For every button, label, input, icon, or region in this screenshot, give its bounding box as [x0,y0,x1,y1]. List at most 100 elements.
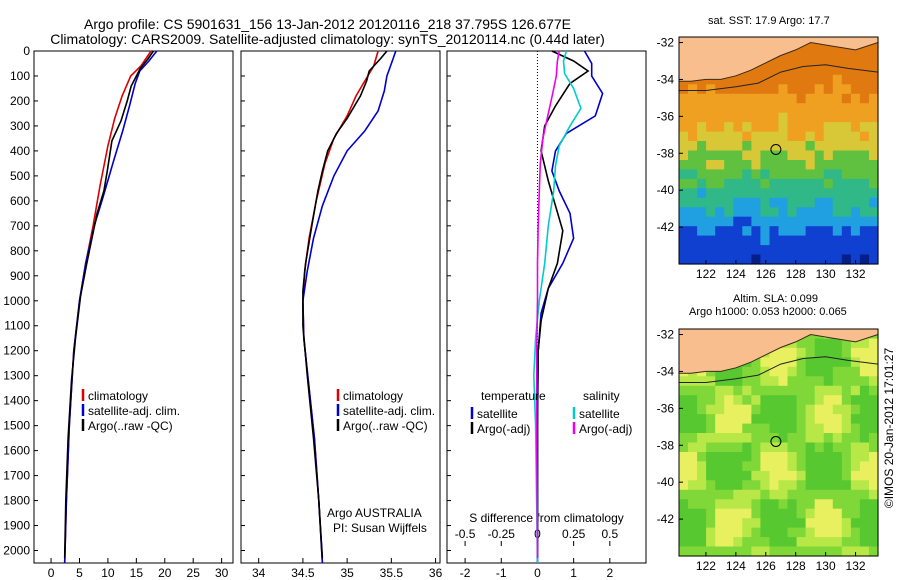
sst-map: -32 -34 -36 -38 -40 -42 122 124 126 128 130 132 [657,36,879,281]
map-cell [859,245,870,256]
map-cell [733,169,743,180]
map-cell [859,470,870,481]
map-cell [859,452,870,463]
map-cell [832,141,843,152]
map-cell [859,254,870,265]
map-cell [796,103,807,114]
map-cell [715,480,725,491]
map-cell [832,338,843,349]
map-cell [751,461,761,472]
map-cell [787,216,798,227]
map-cell [679,141,689,152]
map-cell [742,103,752,114]
map-cell [706,178,716,189]
map-cell [832,245,843,256]
map-cell [742,122,752,133]
map-cell [679,508,689,519]
map-cell [796,357,807,368]
lat-tick-label: -38 [657,146,675,160]
map-cell [841,188,852,199]
map-cell [850,357,861,368]
x-tick-label: 10 [101,566,115,580]
map-cell [778,150,789,161]
map-cell [769,433,780,444]
map-cell [742,461,752,472]
map-cell [733,197,743,208]
map-cell [841,470,852,481]
map-cell [706,141,716,152]
map-cell [751,546,761,557]
map-cell [724,518,734,529]
map-cell [832,235,843,246]
map-cell [760,141,770,152]
temperature-panel: 051015202530temperature (deg C)010020030… [3,44,234,580]
map-cell [778,442,789,453]
map-cell [859,84,870,95]
map-cell [697,442,707,453]
map-cell [697,245,707,256]
map-cell [778,245,789,256]
map-cell [724,404,734,415]
map-cell [850,112,861,123]
map-cell [814,112,825,123]
map-cell [814,131,825,142]
map-cell [859,414,870,425]
map-cell [832,160,843,171]
map-cell [869,376,879,387]
map-cell [688,178,698,189]
map-cell [841,74,852,85]
map-cell [715,197,725,208]
map-cell [832,74,843,85]
legend-label: climatology [88,389,148,403]
map-cell [841,207,852,218]
map-cell [823,433,834,444]
map-cell [832,169,843,180]
map-cell [679,150,689,161]
map-cell [787,404,798,415]
map-cell [679,226,689,237]
series-line-argo---raw--qc- [63,50,155,559]
map-cell [787,65,798,76]
map-cell [869,442,879,453]
map-cell [760,433,770,444]
map-cell [733,499,743,510]
map-cell [841,423,852,434]
map-cell [769,112,780,123]
map-cell [733,461,743,472]
map-cell [706,150,716,161]
map-cell [850,93,861,104]
series-line-argo--adj- [536,50,590,558]
map-cell [742,160,752,171]
map-cell [742,385,752,396]
x-tick-label: 2 [606,566,613,580]
map-cell [724,226,734,237]
map-cell [832,518,843,529]
map-cell [760,207,770,218]
map-cell [841,197,852,208]
map-cell [841,546,852,557]
map-cell [733,254,743,265]
map-cell [832,404,843,415]
map-cell [787,537,798,548]
land-mass [678,328,879,374]
map-cell [823,254,834,265]
map-cell [769,169,780,180]
map-cell [688,93,698,104]
map-cell [796,226,807,237]
map-cell [796,65,807,76]
map-cell [715,461,725,472]
map-cell [760,357,770,368]
map-cell [697,537,707,548]
map-cell [706,226,716,237]
map-cell [796,169,807,180]
map-cell [760,508,770,519]
map-cell [814,150,825,161]
map-cell [787,518,798,529]
map-cell [706,546,716,557]
map-cell [823,489,834,500]
map-cell [850,160,861,171]
y-tick-label: 900 [10,269,30,283]
map-cell [724,423,734,434]
map-cell [832,150,843,161]
map-cell [742,452,752,463]
